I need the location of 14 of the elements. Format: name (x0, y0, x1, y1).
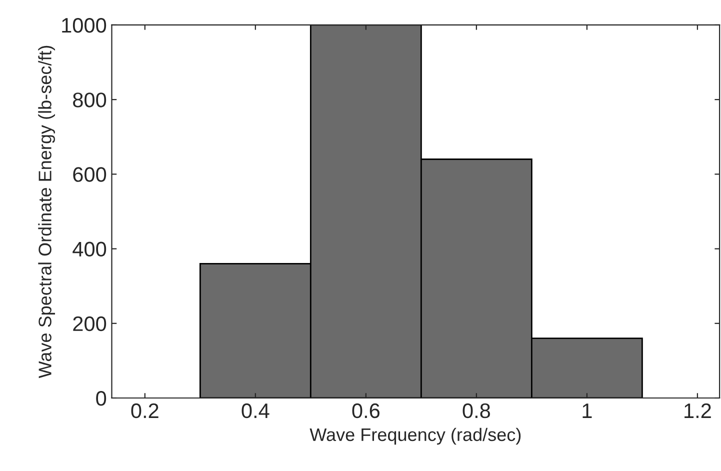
y-tick-label: 400 (72, 242, 106, 257)
y-tick-label: 0 (96, 390, 106, 406)
y-tick-label: 800 (73, 92, 106, 108)
x-tick-label: 0.6 (352, 403, 380, 418)
x-tick-label: 0.8 (462, 403, 490, 418)
y-axis-title: Wave Spectral Ordinate Energy (lb-sec/ft) (38, 46, 55, 378)
x-axis-title: Wave Frequency (rad/sec) (310, 428, 521, 445)
x-tick-label: 0.2 (131, 403, 158, 418)
x-tick-label: 1 (582, 404, 592, 418)
x-tick-label: 1.2 (684, 403, 711, 418)
y-tick-label: 200 (73, 316, 106, 332)
x-tick-label: 0.4 (242, 403, 270, 418)
y-tick-label: 600 (73, 167, 106, 182)
y-tick-label: 1000 (62, 18, 106, 33)
